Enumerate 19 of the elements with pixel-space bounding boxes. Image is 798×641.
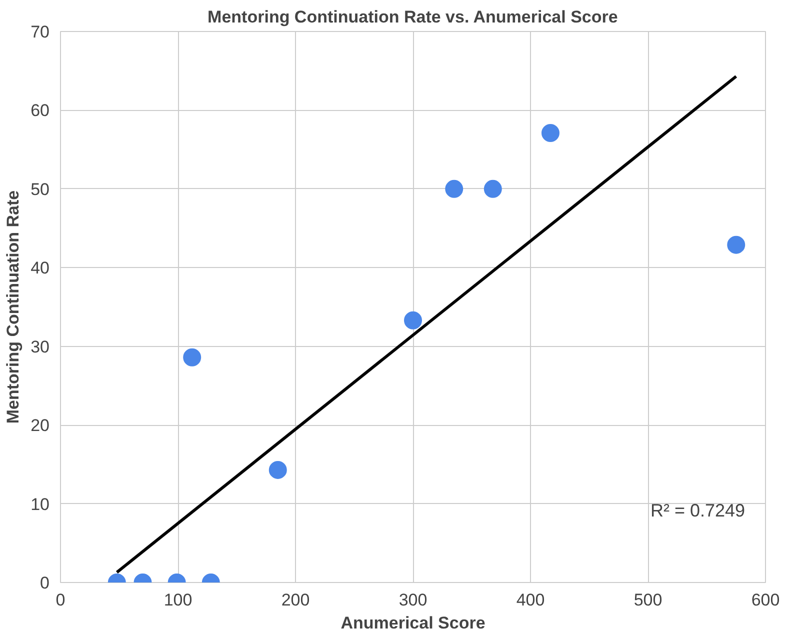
y-tick-label: 10 [30, 494, 50, 514]
x-tick-label: 100 [164, 590, 192, 610]
x-tick-label: 0 [56, 590, 66, 610]
x-tick-label: 400 [516, 590, 545, 610]
y-tick-label: 20 [30, 416, 50, 436]
x-tick-label: 600 [751, 590, 780, 610]
x-tick-label: 200 [281, 590, 310, 610]
x-tick-label: 500 [634, 590, 662, 610]
y-tick-label: 50 [30, 180, 50, 199]
y-tick-label: 70 [30, 22, 50, 42]
y-tick-label: 40 [30, 258, 50, 278]
x-tick-label: 300 [398, 590, 428, 610]
y-tick-label: 0 [40, 574, 50, 592]
y-tick-label: 60 [30, 101, 50, 120]
chart-title: Mentoring Continuation Rate vs. Anumerical Score [208, 8, 618, 26]
x-axis-title: Anumerical Score [340, 614, 486, 632]
y-tick-label: 30 [30, 337, 50, 356]
y-axis-title: Mentoring Continuation Rate [4, 190, 23, 424]
annotation: R² = 0.7249 [650, 500, 746, 520]
